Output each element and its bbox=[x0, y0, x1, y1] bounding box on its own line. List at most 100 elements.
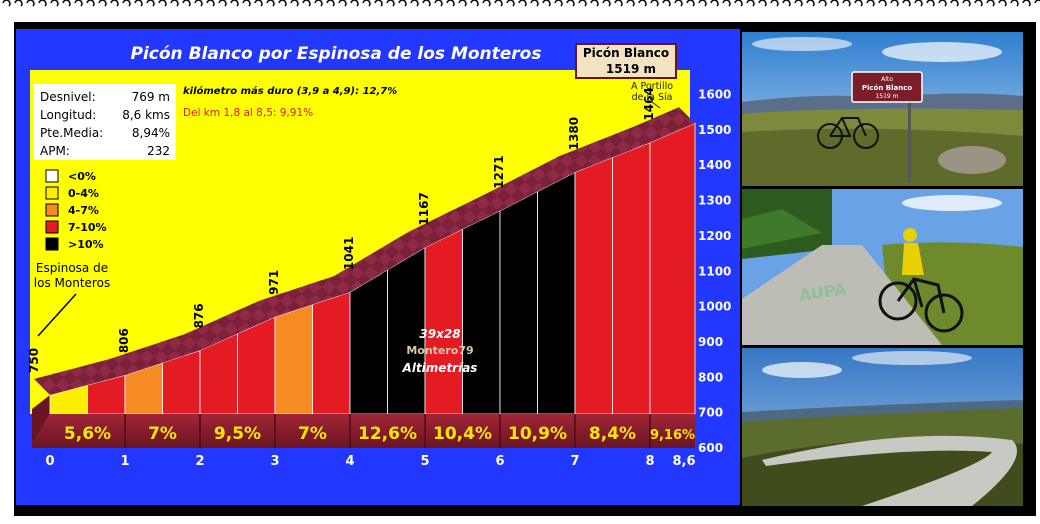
profile-side-face bbox=[32, 394, 50, 444]
spiral-ring bbox=[326, 0, 335, 7]
spiral-ring bbox=[782, 0, 791, 7]
watermark-line2: Montero79 bbox=[406, 344, 473, 357]
spiral-ring bbox=[710, 0, 719, 7]
spiral-ring bbox=[674, 0, 683, 7]
gradient-strip bbox=[237, 316, 276, 415]
spiral-ring bbox=[338, 0, 347, 7]
spiral-ring bbox=[986, 0, 995, 7]
spiral-ring bbox=[74, 0, 83, 7]
spiral-ring bbox=[794, 0, 803, 7]
spiral-ring bbox=[110, 0, 119, 7]
altitude-point-label: 806 bbox=[117, 328, 131, 353]
cyclist-photo: AUPA bbox=[742, 189, 1023, 345]
spiral-ring bbox=[494, 0, 503, 7]
summit-photo: Alto Picón Blanco 1519 m bbox=[742, 32, 1023, 186]
spiral-ring bbox=[518, 0, 527, 7]
spiral-ring bbox=[878, 0, 887, 7]
spiral-ring bbox=[398, 0, 407, 7]
spiral-ring bbox=[950, 0, 959, 7]
spiral-ring bbox=[998, 0, 1007, 7]
stat-label: Pte.Media: bbox=[40, 126, 103, 140]
spiral-ring bbox=[26, 0, 35, 7]
spiral-ring bbox=[362, 0, 371, 7]
segment-grade-label: 5,6% bbox=[64, 424, 111, 444]
y-tick-label: 1400 bbox=[698, 158, 731, 172]
y-tick-label: 1000 bbox=[698, 300, 731, 314]
watermark-line1: 39x28 bbox=[419, 327, 460, 341]
gradient-strip bbox=[537, 171, 576, 415]
spiral-ring bbox=[50, 0, 59, 7]
summit-sign-line3: 1519 m bbox=[875, 93, 898, 100]
profile-ridge bbox=[34, 107, 695, 395]
x-tick-label: 2 bbox=[195, 454, 204, 469]
summit-sign-line1: Alto bbox=[881, 76, 893, 83]
legend-label: 4-7% bbox=[68, 204, 99, 217]
spiral-ring bbox=[842, 0, 851, 7]
pass-label-line1: A Portillo bbox=[631, 81, 673, 92]
spiral-ring bbox=[806, 0, 815, 7]
spiral-ring bbox=[14, 0, 23, 7]
x-tick-label: 5 bbox=[420, 454, 429, 469]
spiral-binding bbox=[2, 0, 1040, 7]
y-tick-label: 1600 bbox=[698, 88, 731, 102]
gradient-strip bbox=[612, 141, 651, 415]
altitude-point-label: 1271 bbox=[492, 155, 506, 188]
y-tick-label: 1200 bbox=[698, 229, 731, 243]
spiral-ring bbox=[866, 0, 875, 7]
spiral-ring bbox=[926, 0, 935, 7]
spiral-ring bbox=[590, 0, 599, 7]
gradient-strip bbox=[349, 269, 388, 415]
spiral-ring bbox=[146, 0, 155, 7]
spiral-ring bbox=[722, 0, 731, 7]
spiral-ring bbox=[122, 0, 131, 7]
spiral-ring bbox=[482, 0, 491, 7]
road-curve-photo bbox=[742, 348, 1023, 506]
spiral-ring bbox=[182, 0, 191, 7]
spiral-ring bbox=[530, 0, 539, 7]
y-tick-label: 900 bbox=[698, 335, 723, 349]
segment-grade-label: 8,4% bbox=[589, 424, 636, 444]
spiral-ring bbox=[470, 0, 479, 7]
gradient-strip bbox=[649, 122, 696, 415]
spiral-ring bbox=[86, 0, 95, 7]
spiral-ring bbox=[890, 0, 899, 7]
segment-grade-label: 10,4% bbox=[433, 424, 492, 444]
x-tick-label: 0 bbox=[45, 454, 54, 469]
spiral-ring bbox=[734, 0, 743, 7]
spiral-ring bbox=[290, 0, 299, 7]
spiral-ring bbox=[914, 0, 923, 7]
spiral-ring bbox=[1022, 0, 1031, 7]
altitude-point-label: 750 bbox=[27, 348, 41, 373]
legend-swatch bbox=[45, 237, 59, 251]
spiral-ring bbox=[386, 0, 395, 7]
profile-layer: 5,6% 7% 9,5% 7% 12,6% 10,4% 10,9% 8,4% 9,16% 750 8… bbox=[27, 87, 696, 448]
altitude-point-label: 1041 bbox=[342, 237, 356, 270]
gradient-strip bbox=[574, 156, 613, 415]
segment-grade-label: 10,9% bbox=[508, 424, 567, 444]
spiral-ring bbox=[686, 0, 695, 7]
stat-value: 232 bbox=[147, 144, 170, 158]
spiral-ring bbox=[626, 0, 635, 7]
stat-label: Desnivel: bbox=[40, 90, 96, 104]
bicycle-icon bbox=[817, 117, 879, 149]
y-tick-label: 800 bbox=[698, 370, 723, 384]
spiral-ring bbox=[410, 0, 419, 7]
spiral-ring bbox=[170, 0, 179, 7]
hardest-km-note: kilómetro más duro (3,9 a 4,9): 12,7% bbox=[183, 85, 397, 97]
segment-grade-label: 7% bbox=[298, 424, 327, 444]
stat-label: Longitud: bbox=[40, 108, 96, 122]
spiral-ring bbox=[278, 0, 287, 7]
spiral-ring bbox=[962, 0, 971, 7]
spiral-ring bbox=[218, 0, 227, 7]
x-tick-label: 6 bbox=[495, 454, 504, 469]
summit-altitude: 1519 m bbox=[606, 62, 656, 76]
stat-value: 8,6 kms bbox=[122, 108, 170, 122]
summit-name: Picón Blanco bbox=[583, 46, 669, 60]
spiral-ring bbox=[638, 0, 647, 7]
stat-value: 769 m bbox=[132, 90, 170, 104]
spiral-ring bbox=[194, 0, 203, 7]
legend-swatch bbox=[45, 220, 59, 234]
spiral-ring bbox=[1010, 0, 1019, 7]
